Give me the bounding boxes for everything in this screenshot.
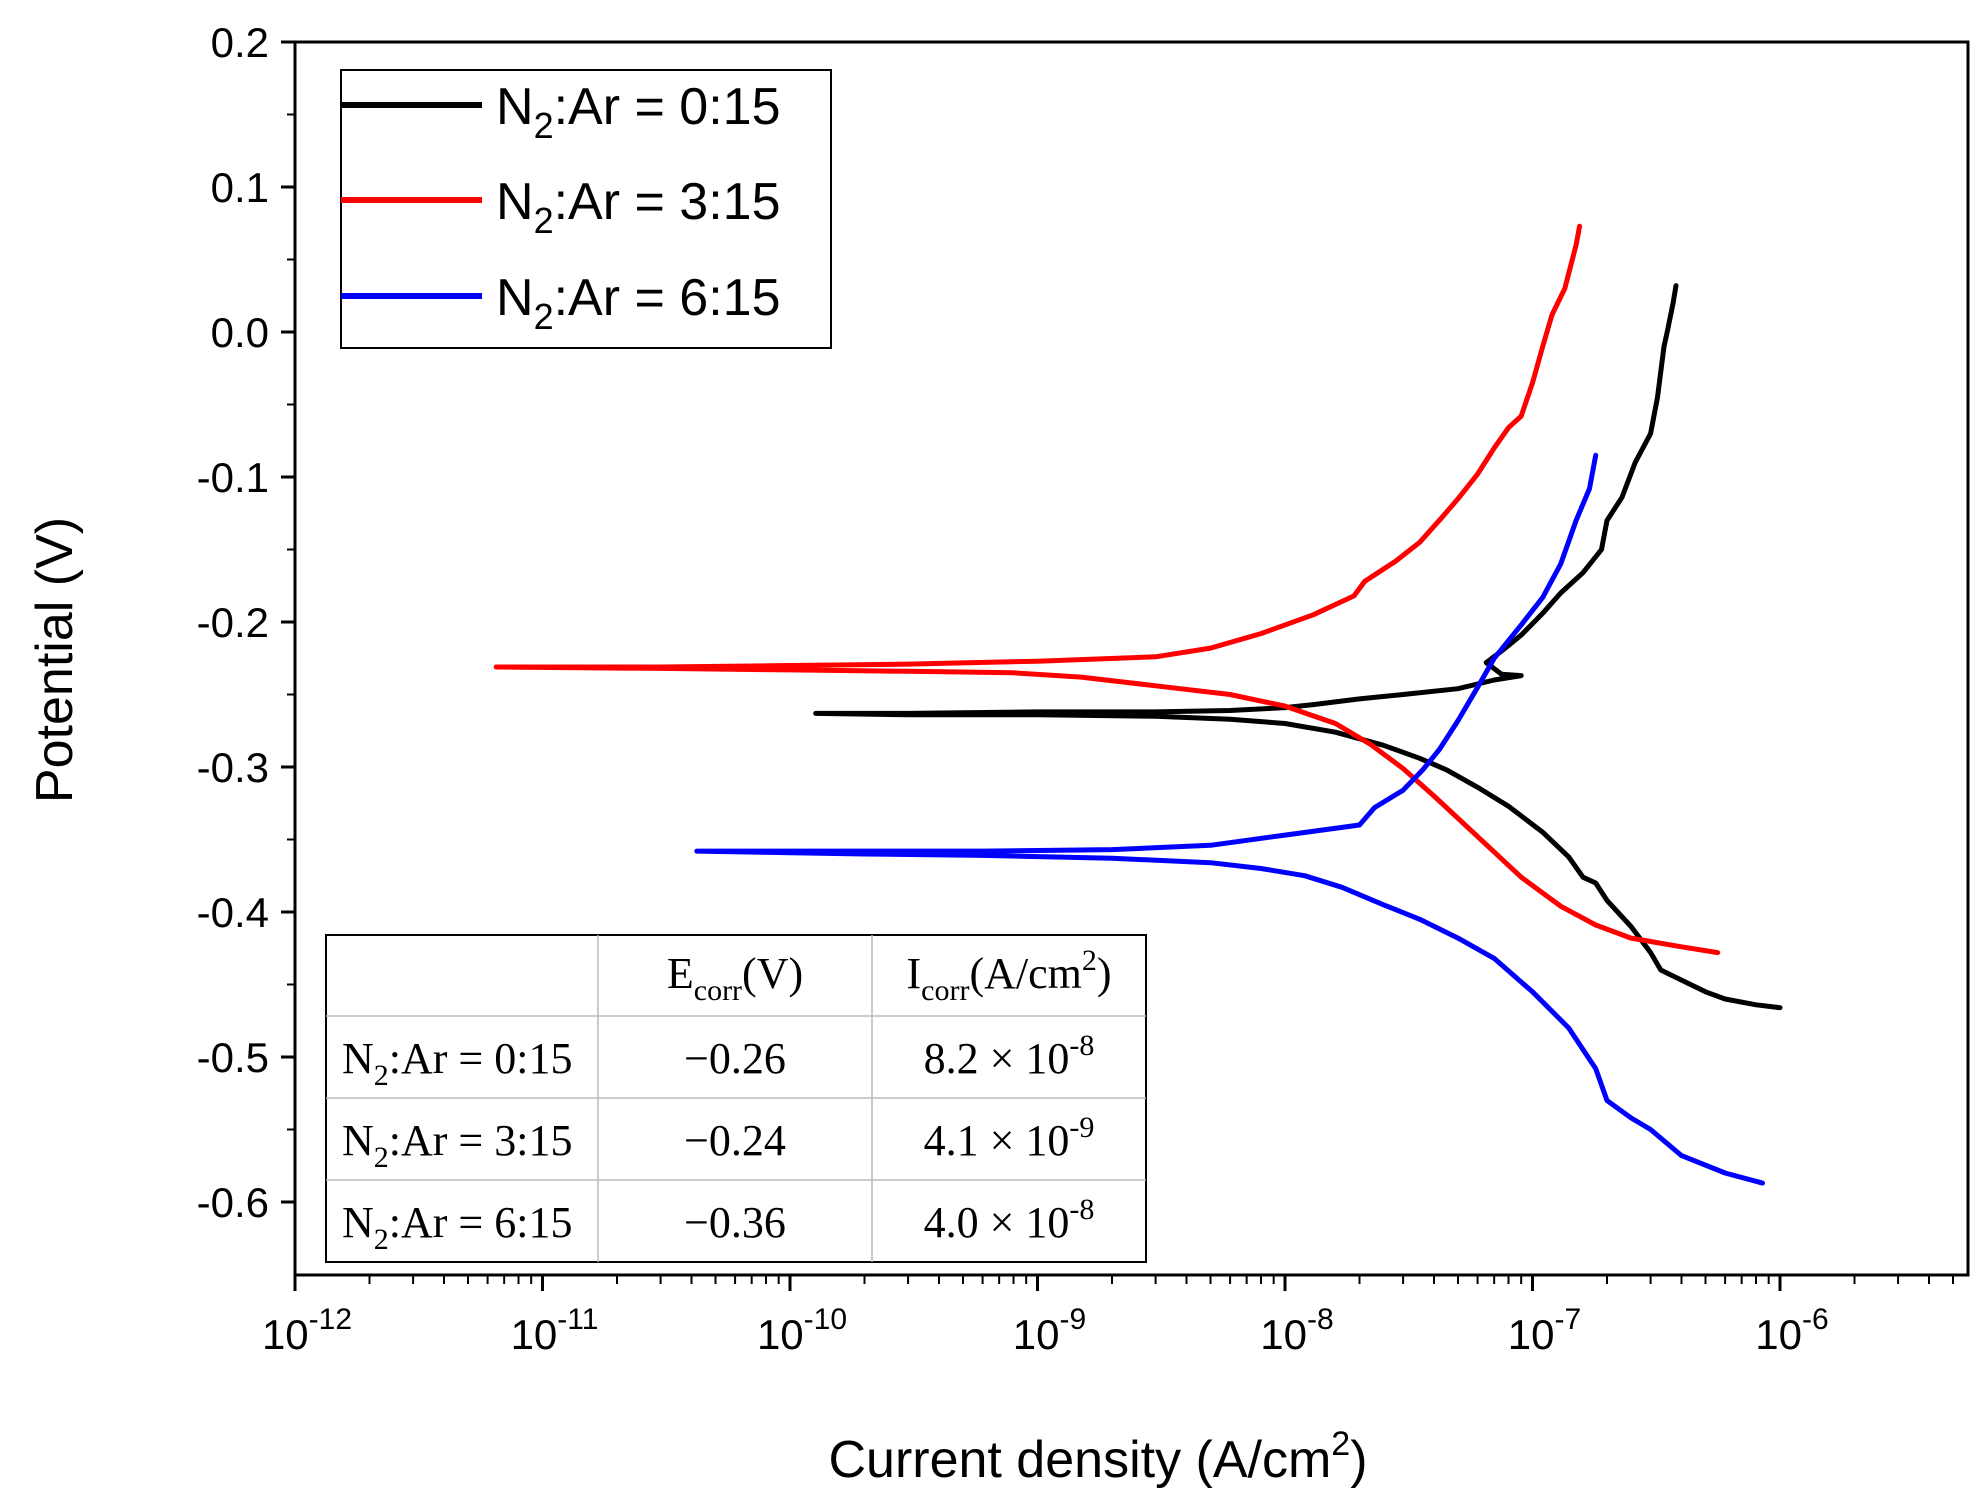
table-row-0-ecorr: −0.26	[684, 1034, 786, 1083]
y-axis-title: Potential (V)	[26, 517, 84, 803]
y-tick-label: -0.2	[197, 599, 269, 646]
x-axis-title-close: )	[1350, 1431, 1367, 1489]
x-tick-label: 10-6	[1755, 1303, 1828, 1358]
x-tick-labels: 10-12 10-11 10-10 10-9 10-8 10-7 10-6	[262, 1303, 1829, 1358]
table-header-icorr: Icorr(A/cm2)	[906, 944, 1111, 1007]
x-tick-label: 10-10	[757, 1303, 847, 1358]
series-line-1	[493, 223, 1721, 956]
table-row-2-icorr: 4.0 × 10-8	[924, 1193, 1095, 1247]
x-tick-label: 10-7	[1508, 1303, 1581, 1358]
y-tick-label: -0.3	[197, 744, 269, 791]
x-axis-title-sup: 2	[1331, 1425, 1350, 1463]
table-row-1-label: N2:Ar = 3:15	[342, 1116, 572, 1174]
y-tick-label: 0.0	[211, 309, 269, 356]
x-tick-label: 10-8	[1260, 1303, 1333, 1358]
plot-frame	[293, 40, 1970, 1277]
legend: N2:Ar = 0:15 N2:Ar = 3:15 N2:Ar = 6:15	[340, 69, 832, 349]
x-axis-title: Current density (A/cm2)	[828, 1425, 1367, 1489]
table-header-ecorr: Ecorr(V)	[667, 949, 803, 1007]
legend-label-2: N2:Ar = 6:15	[496, 269, 781, 337]
axis-ticks	[281, 40, 1954, 1291]
x-axis-title-main: Current density (A/cm	[828, 1431, 1331, 1489]
table-row-1-ecorr: −0.24	[684, 1116, 786, 1165]
results-table: Ecorr(V) Icorr(A/cm2) N2:Ar = 0:15 −0.26…	[325, 934, 1147, 1263]
table-row-2-ecorr: −0.36	[684, 1198, 786, 1247]
x-tick-label: 10-11	[511, 1303, 599, 1358]
legend-label-0: N2:Ar = 0:15	[496, 78, 781, 146]
y-tick-label: 0.2	[211, 19, 269, 66]
x-tick-label: 10-12	[262, 1303, 352, 1358]
y-tick-label: -0.1	[197, 454, 269, 501]
y-tick-label: -0.4	[197, 889, 269, 936]
y-tick-label: -0.6	[197, 1179, 269, 1226]
series-line-0	[813, 283, 1783, 1011]
table-row-1-icorr: 4.1 × 10-9	[924, 1111, 1095, 1165]
y-tick-label: 0.1	[211, 164, 269, 211]
table-row-0-label: N2:Ar = 0:15	[342, 1034, 572, 1092]
x-tick-label: 10-9	[1013, 1303, 1086, 1358]
legend-box	[340, 69, 832, 349]
table-row-0-icorr: 8.2 × 10-8	[924, 1029, 1095, 1083]
series-line-2	[694, 452, 1765, 1186]
legend-label-1: N2:Ar = 3:15	[496, 173, 781, 241]
series-layer	[493, 223, 1783, 1186]
y-tick-label: -0.5	[197, 1034, 269, 1081]
y-tick-labels: 0.2 0.1 0.0 -0.1 -0.2 -0.3 -0.4 -0.5 -0.6	[197, 19, 269, 1226]
table-row-2-label: N2:Ar = 6:15	[342, 1198, 572, 1256]
